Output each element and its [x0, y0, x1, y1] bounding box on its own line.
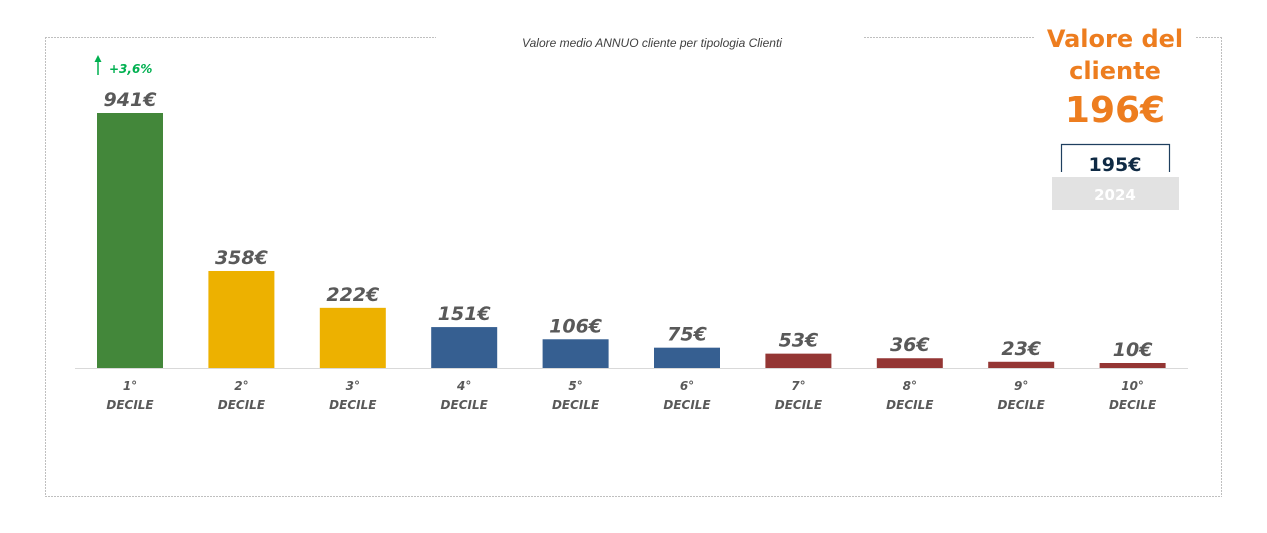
x-tick-label: DECILE: [441, 398, 489, 412]
growth-label: +3,6%: [109, 62, 152, 76]
x-tick-label: 5°: [568, 379, 582, 393]
bar: [431, 327, 498, 368]
previous-value-box: [1060, 143, 1171, 172]
data-label: 941€: [104, 89, 158, 111]
bar: [988, 361, 1055, 368]
x-tick-label: DECILE: [218, 398, 266, 412]
x-tick-label: DECILE: [1109, 398, 1157, 412]
x-tick-label: 3°: [346, 379, 360, 393]
data-label: 151€: [438, 303, 492, 325]
x-tick-label: 8°: [903, 379, 917, 393]
bar: [319, 307, 386, 368]
bar: [97, 113, 163, 368]
x-tick-label: 6°: [680, 379, 694, 393]
bar: [765, 353, 832, 368]
x-tick-label: 7°: [791, 379, 805, 393]
x-tick-label: DECILE: [552, 398, 600, 412]
x-tick-label: DECILE: [998, 398, 1046, 412]
data-label: 106€: [549, 315, 603, 337]
kpi-title-line1: Valore del: [1047, 25, 1183, 53]
x-tick-label: DECILE: [106, 398, 154, 412]
kpi-panel: Valore del cliente 196€ 195€ 2024: [1047, 25, 1183, 210]
data-label: 23€: [1001, 338, 1041, 360]
x-tick-label: DECILE: [886, 398, 934, 412]
chart-title: Valore medio ANNUO cliente per tipologia…: [522, 36, 782, 50]
chart-frame: [45, 37, 1222, 497]
data-label: 10€: [1113, 339, 1153, 361]
x-tick-label: 4°: [456, 379, 471, 393]
previous-year-badge: [1052, 177, 1179, 210]
x-tick-label: 1°: [123, 379, 137, 393]
data-label: 358€: [215, 247, 269, 269]
bar: [208, 270, 275, 368]
bar: [876, 358, 943, 368]
x-tick-label: 2°: [234, 379, 248, 393]
x-tick-label: DECILE: [775, 398, 823, 412]
x-tick-label: DECILE: [329, 398, 377, 412]
bar: [542, 339, 609, 368]
bar: [654, 347, 720, 368]
data-label: 75€: [667, 324, 707, 346]
data-label: 53€: [779, 330, 819, 352]
bar: [1099, 363, 1166, 368]
growth-annotation: +3,6%: [94, 55, 152, 76]
x-tick-label: 9°: [1014, 379, 1028, 393]
x-tick-label: 10°: [1121, 379, 1144, 393]
previous-year: 2024: [1094, 186, 1136, 204]
x-tick-label: DECILE: [663, 398, 711, 412]
data-label: 36€: [890, 334, 930, 356]
data-label: 222€: [326, 284, 380, 306]
kpi-title-line2: cliente: [1069, 57, 1161, 85]
kpi-value: 196€: [1065, 90, 1165, 131]
arrow-up-icon: [94, 55, 102, 75]
previous-value: 195€: [1089, 154, 1142, 176]
